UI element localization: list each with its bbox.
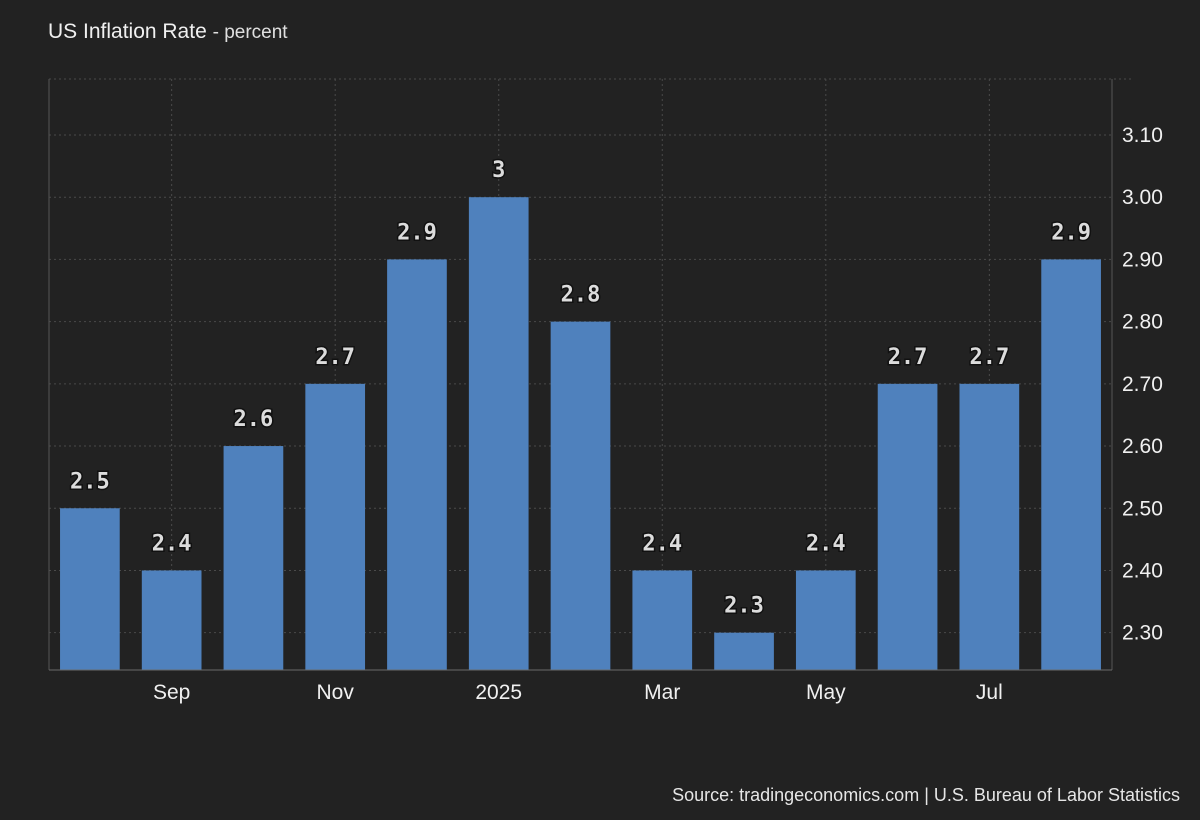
x-tick-label: May [806, 681, 846, 704]
x-tick-label: Jul [976, 681, 1003, 704]
data-labels: 2.5 2.4 2.6 2.7 2.9 3 2.8 2.4 2.3 2.4 2.7 2.7 2.9 [69, 157, 1093, 620]
bar [959, 383, 1020, 670]
bar [1041, 259, 1101, 670]
bar [223, 446, 284, 670]
chart-title-text: US Inflation Rate [48, 20, 207, 43]
data-label: 2.7 [315, 345, 355, 370]
data-label: 2.3 [724, 594, 764, 619]
y-tick-label: 2.50 [1122, 497, 1163, 520]
bar [714, 632, 774, 670]
bar [795, 570, 856, 670]
data-label: 2.9 [1051, 220, 1091, 245]
x-tick-label: Sep [153, 681, 190, 704]
y-tick-label: 2.60 [1122, 435, 1163, 458]
x-tick-label: 2025 [475, 681, 522, 704]
chart-unit: - percent [212, 22, 288, 43]
bar [632, 570, 693, 670]
data-label: 2.7 [969, 345, 1009, 370]
data-label: 2.4 [152, 531, 192, 556]
source-note: Source: tradingeconomics.com | U.S. Bure… [672, 785, 1180, 805]
y-tick-label: 2.80 [1122, 311, 1163, 334]
bar [550, 321, 611, 670]
data-label: 2.5 [70, 469, 110, 494]
chart-title: US Inflation Rate - percent [48, 20, 288, 44]
y-tick-label: 2.90 [1122, 248, 1163, 271]
bar [877, 383, 938, 670]
bar [305, 383, 366, 670]
data-label: 2.9 [397, 220, 437, 245]
bar [141, 570, 202, 670]
bar [60, 508, 120, 670]
y-tick-label: 2.70 [1122, 373, 1163, 396]
data-label: 3 [492, 158, 505, 183]
data-label: 2.8 [561, 283, 601, 308]
y-tick-label: 3.00 [1122, 186, 1163, 209]
y-tick-label: 3.10 [1122, 124, 1163, 147]
y-tick-label: 2.30 [1122, 622, 1163, 645]
axes: 2.30 2.40 2.50 2.60 2.70 2.80 2.90 3.00 3.10 Sep N… [48, 79, 1163, 704]
data-label: 2.4 [806, 531, 846, 556]
x-tick-label: Nov [317, 681, 355, 704]
data-label: 2.7 [888, 345, 928, 370]
bar [468, 197, 529, 670]
data-label: 2.4 [642, 531, 682, 556]
bar [387, 259, 447, 670]
x-tick-label: Mar [644, 681, 680, 704]
data-label: 2.6 [234, 407, 274, 432]
y-tick-label: 2.40 [1122, 559, 1163, 582]
bars [60, 197, 1101, 670]
